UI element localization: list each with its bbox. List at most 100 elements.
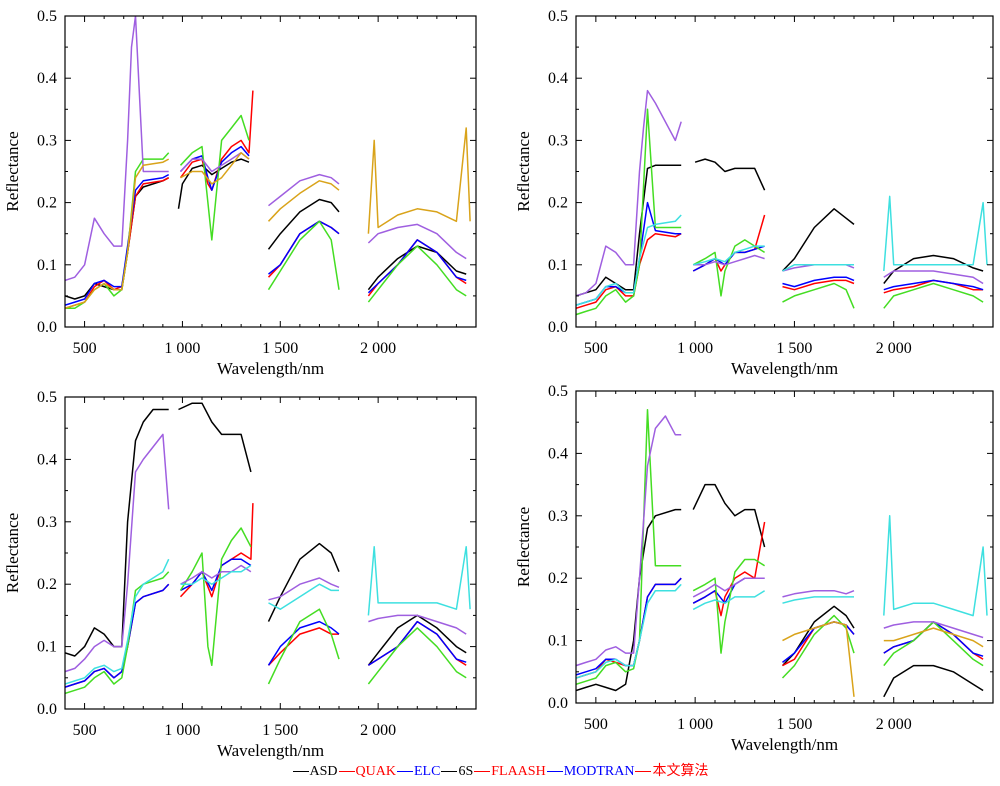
y-tick-label: 0.0 [548, 695, 568, 712]
series-line-2-seg-3 [269, 628, 340, 665]
series-line-6-seg-3 [269, 181, 340, 222]
y-tick-label: 0.1 [37, 257, 57, 274]
series-line-1-seg-3 [269, 200, 340, 250]
y-axis-title: Reflectance [514, 507, 533, 587]
x-axis-title: Wavelength/nm [217, 359, 324, 378]
y-axis-title: Reflectance [514, 131, 533, 211]
x-tick-label: 1 500 [262, 722, 298, 739]
y-tick-label: 0.5 [548, 383, 568, 400]
y-axis-title: Reflectance [3, 131, 22, 211]
series-line-2-seg-1 [576, 234, 681, 309]
y-tick-label: 0.1 [37, 639, 57, 656]
y-tick-label: 0.4 [548, 445, 568, 462]
x-tick-label: 2 000 [876, 340, 912, 357]
y-tick-label: 0.0 [548, 319, 568, 336]
series-line-4-seg-2 [693, 560, 764, 654]
series-line-2-seg-1 [65, 584, 169, 687]
series-line-2-seg-4 [884, 280, 983, 292]
y-tick-label: 0.2 [548, 195, 568, 212]
plot-frame [576, 391, 993, 703]
series-line-6-seg-4 [884, 516, 987, 616]
y-tick-label: 0.3 [548, 132, 568, 149]
series-group [576, 91, 987, 315]
series-line-6-seg-3 [783, 597, 855, 603]
series-line-4-seg-4 [368, 246, 466, 302]
series-line-2-seg-1 [65, 178, 169, 309]
series-line-5-seg-4 [884, 271, 983, 284]
x-tick-label: 1 000 [164, 722, 200, 739]
legend-label: 本文算法 [652, 764, 708, 779]
y-tick-label: 0.0 [37, 701, 57, 718]
y-tick-label: 0.5 [548, 8, 568, 25]
x-tick-label: 2 000 [360, 340, 396, 357]
x-axis-title: Wavelength/nm [731, 735, 838, 754]
chart-panel-1: 0.00.10.20.30.40.55001 0001 5002 000Wave… [3, 8, 476, 378]
series-line-2-seg-3 [269, 221, 340, 277]
series-line-1-seg-1 [576, 165, 681, 296]
series-line-1-seg-2 [179, 403, 251, 472]
series-line-1-seg-1 [576, 510, 681, 691]
y-tick-label: 0.5 [37, 8, 57, 25]
x-tick-label: 2 000 [360, 722, 396, 739]
series-line-7-seg-2 [884, 628, 983, 647]
legend-swatch [441, 771, 457, 772]
x-tick-label: 1 500 [262, 340, 298, 357]
legend-label: QUAK [356, 764, 396, 779]
legend-label: ELC [414, 764, 440, 779]
series-line-1-seg-2 [695, 159, 765, 190]
x-tick-label: 2 000 [876, 716, 912, 733]
chart-panel-4: 0.00.10.20.30.40.55001 0001 5002 000Wave… [514, 383, 993, 754]
y-tick-label: 0.2 [37, 195, 57, 212]
series-line-4-seg-2 [181, 116, 250, 240]
series-line-3-seg-3 [269, 221, 340, 274]
series-line-5-seg-4 [368, 224, 466, 258]
y-tick-label: 0.3 [548, 508, 568, 525]
legend-swatch [474, 771, 490, 772]
legend-swatch [339, 771, 355, 772]
y-tick-label: 0.1 [548, 257, 568, 274]
x-tick-label: 1 000 [164, 340, 200, 357]
plot-frame [65, 16, 476, 327]
x-tick-label: 1 000 [677, 340, 713, 357]
y-tick-label: 0.4 [37, 451, 57, 468]
series-group [65, 403, 470, 693]
series-line-1-seg-4 [368, 615, 466, 665]
legend: ASDQUAKELC6SFLAASHMODTRAN本文算法 [0, 760, 1000, 780]
series-line-6-seg-4 [368, 547, 470, 616]
series-line-5-seg-3 [783, 591, 855, 597]
figure: 0.00.10.20.30.40.55001 0001 5002 000Wave… [0, 0, 1000, 786]
series-line-5-seg-1 [576, 91, 681, 296]
series-line-3-seg-2 [181, 147, 250, 191]
x-tick-label: 1 000 [677, 716, 713, 733]
series-line-4-seg-1 [576, 410, 681, 685]
y-tick-label: 0.3 [37, 514, 57, 531]
y-tick-label: 0.2 [548, 570, 568, 587]
y-tick-label: 0.0 [37, 319, 57, 336]
legend-swatch [293, 771, 309, 772]
series-line-4-seg-2 [693, 240, 764, 296]
series-line-2-seg-2 [181, 503, 253, 597]
series-line-4-seg-3 [783, 284, 855, 309]
series-line-5-seg-1 [576, 416, 681, 666]
y-axis-title: Reflectance [3, 513, 22, 593]
series-line-3-seg-3 [783, 622, 855, 663]
series-line-4-seg-1 [65, 153, 169, 308]
series-line-1-seg-4 [884, 256, 983, 284]
legend-swatch [397, 771, 413, 772]
legend-label: FLAASH [491, 764, 545, 779]
y-tick-label: 0.4 [37, 70, 57, 87]
series-group [576, 410, 987, 697]
series-line-3-seg-3 [783, 277, 855, 286]
legend-label: 6S [458, 764, 473, 779]
y-tick-label: 0.3 [37, 132, 57, 149]
chart-panel-2: 0.00.10.20.30.40.55001 0001 5002 000Wave… [514, 8, 993, 378]
series-line-4-seg-2 [181, 528, 251, 665]
x-axis-title: Wavelength/nm [217, 741, 324, 760]
series-line-4-seg-4 [884, 284, 983, 309]
x-tick-label: 1 500 [776, 340, 812, 357]
y-tick-label: 0.1 [548, 633, 568, 650]
x-axis-title: Wavelength/nm [731, 359, 838, 378]
legend-label: ASD [310, 764, 338, 779]
series-line-2-seg-3 [783, 622, 855, 666]
legend-swatch [635, 771, 651, 772]
